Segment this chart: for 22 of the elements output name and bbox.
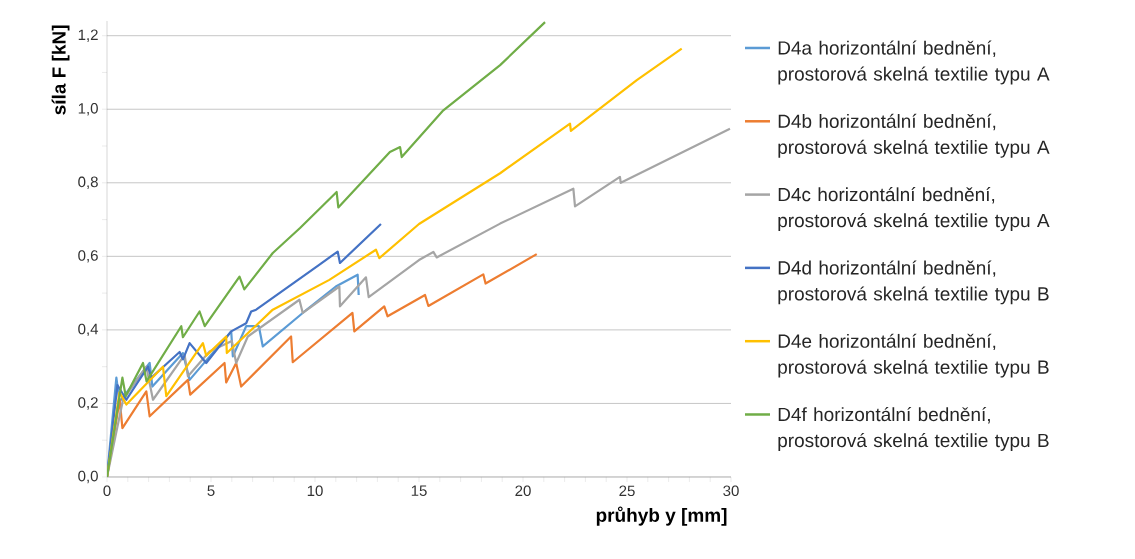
legend-label: D4e horizontální bednění, prostorová skelná textilie typu B — [778, 333, 1049, 378]
legend-label: D4c horizontální bednění, prostorová skelná textilie typu A — [778, 187, 1050, 232]
x-tick-label: 30 — [723, 485, 739, 497]
legend-label: D4a horizontální bednění, prostorová skelná textilie typu A — [778, 40, 1050, 85]
x-tick-label: 10 — [307, 485, 323, 497]
legend-label: D4d horizontální bednění, prostorová skelná textilie typu B — [778, 260, 1049, 305]
y-axis-title: síla F [kN] — [51, 25, 70, 115]
x-axis-title: průhyb y [mm] — [596, 506, 727, 526]
legend-label: D4b horizontální bednění, prostorová skelná textilie typu A — [778, 113, 1050, 158]
y-tick-label: 0,8 — [78, 176, 98, 189]
y-tick-label: 0,0 — [78, 470, 98, 484]
x-tick-label: 20 — [515, 485, 531, 497]
y-tick-label: 0,4 — [78, 323, 99, 337]
x-tick-label: 0 — [103, 485, 111, 497]
x-tick-label: 5 — [207, 485, 215, 496]
x-tick-label: 25 — [619, 485, 635, 497]
y-tick-label: 0,2 — [78, 397, 98, 410]
legend-label: D4f horizontální bednění, prostorová skelná textilie typu B — [778, 407, 1049, 451]
y-tick-label: 0,6 — [78, 250, 98, 263]
x-tick-label: 15 — [411, 485, 427, 496]
y-tick-label: 1,0 — [78, 103, 98, 116]
y-tick-label: 1,2 — [78, 29, 98, 42]
